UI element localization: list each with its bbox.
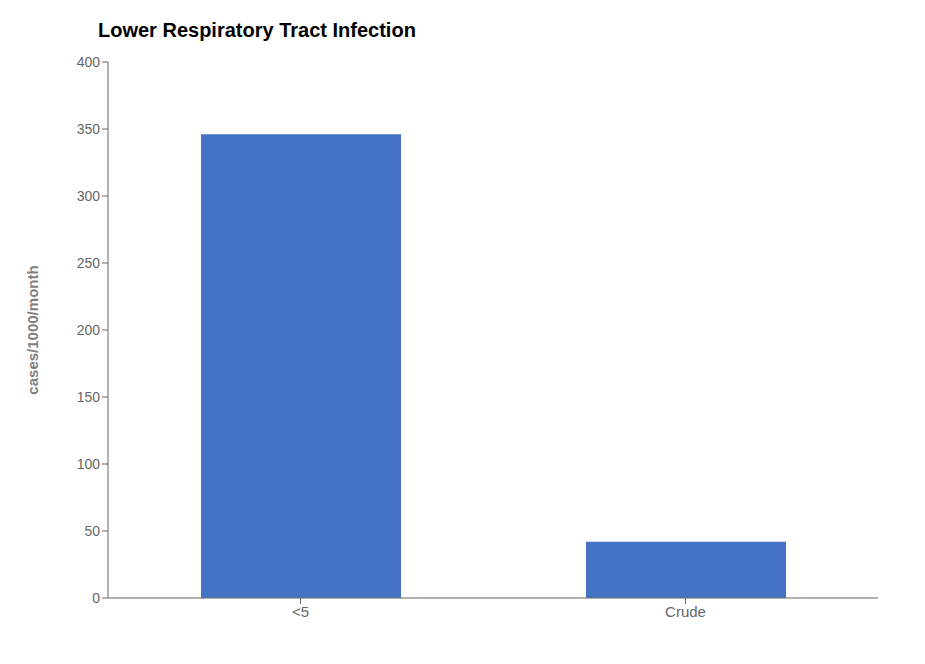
svg-text:400: 400	[77, 54, 101, 70]
svg-text:150: 150	[77, 389, 101, 405]
html-text:Lower Respiratory Tract Infect: Lower Respiratory Tract Infection	[98, 19, 416, 41]
svg-text:Crude: Crude	[665, 603, 706, 620]
svg-text:cases/1000/month: cases/1000/month	[24, 265, 41, 394]
svg-text:250: 250	[77, 255, 101, 271]
svg-text:0: 0	[92, 590, 100, 606]
svg-text:100: 100	[77, 456, 101, 472]
svg-text:300: 300	[77, 188, 101, 204]
svg-text:350: 350	[77, 121, 101, 137]
svg-text:50: 50	[84, 523, 100, 539]
svg-text:200: 200	[77, 322, 101, 338]
svg-text:<5: <5	[292, 603, 309, 620]
